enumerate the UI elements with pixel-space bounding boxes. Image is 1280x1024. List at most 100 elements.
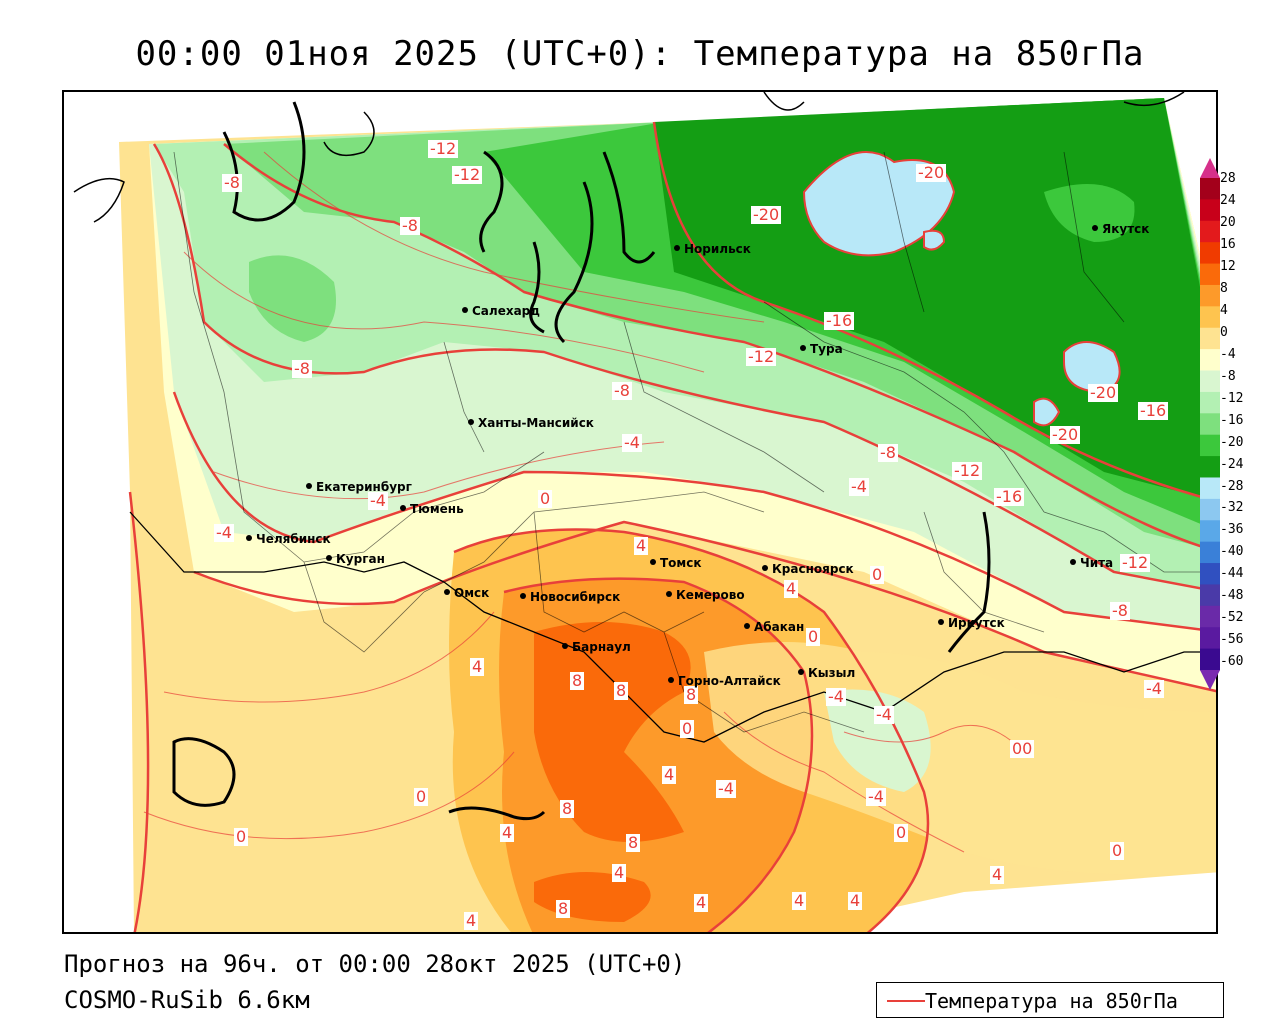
colorbar-tick-label: -52 — [1220, 610, 1244, 626]
colorbar-segment — [1200, 605, 1220, 628]
legend-line-swatch — [887, 1000, 925, 1002]
contour-label: -8 — [400, 216, 420, 235]
colorbar-tick-label: -48 — [1220, 588, 1244, 604]
colorbar-tick-label: -12 — [1220, 390, 1244, 406]
city-norilsk: Норильск — [674, 242, 751, 256]
colorbar-segment — [1200, 456, 1220, 478]
forecast-info: Прогноз на 96ч. от 00:00 28окт 2025 (UTC… — [64, 950, 686, 978]
contour-label: 0 — [538, 489, 553, 508]
contour-label: -4 — [368, 491, 388, 510]
city-irkutsk: Иркутск — [938, 616, 1005, 630]
contour-label: 00 — [1010, 739, 1035, 758]
contour-label: -8 — [222, 173, 242, 192]
map-title: 00:00 01ноя 2025 (UTC+0): Температура на… — [135, 34, 1145, 74]
city-chita: Чита — [1070, 556, 1113, 570]
colorbar-segment — [1200, 242, 1220, 265]
contour-label: 4 — [662, 765, 677, 784]
colorbar-tick-label: -24 — [1220, 456, 1244, 472]
colorbar-segment — [1200, 327, 1220, 350]
contour-label: 4 — [464, 911, 479, 930]
colorbar-tick-label: -20 — [1220, 434, 1244, 450]
city-krasnoyarsk: Красноярск — [762, 562, 854, 576]
contour-label: -16 — [1138, 401, 1169, 420]
colorbar-segment — [1200, 648, 1220, 671]
colorbar-segment — [1200, 627, 1220, 650]
contour-label: 8 — [614, 681, 629, 700]
contour-label: 0 — [1110, 841, 1125, 860]
contour-label: 0 — [894, 823, 909, 842]
colorbar-segment — [1200, 584, 1220, 607]
colorbar-segment — [1200, 370, 1220, 393]
contour-label: -4 — [1144, 679, 1164, 698]
colorbar-tick-label: 20 — [1220, 214, 1236, 230]
colorbar-tick-label: -40 — [1220, 544, 1244, 560]
contour-label: 8 — [560, 799, 575, 818]
contour-label: 0 — [414, 787, 429, 806]
contour-label: -12 — [452, 165, 483, 184]
contour-label: 4 — [470, 657, 485, 676]
contour-label: -4 — [716, 779, 736, 798]
city-khanty-mansiysk: Ханты-Мансийск — [468, 416, 594, 430]
contour-label: 4 — [848, 891, 863, 910]
colorbar-tick-label: -16 — [1220, 412, 1244, 428]
colorbar-tick-label: 24 — [1220, 192, 1236, 208]
contour-label: 4 — [612, 863, 627, 882]
contour-label: -4 — [849, 477, 869, 496]
contour-label: -16 — [824, 311, 855, 330]
city-gorno-altaysk: Горно-Алтайск — [668, 674, 781, 688]
contour-label: 4 — [792, 891, 807, 910]
colorbar — [1200, 158, 1220, 690]
contour-label: 4 — [500, 823, 515, 842]
contour-label: 4 — [694, 893, 709, 912]
colorbar-segment — [1200, 541, 1220, 564]
colorbar-segment — [1200, 413, 1220, 436]
colorbar-segment — [1200, 498, 1220, 521]
city-tomsk: Томск — [650, 556, 702, 570]
contour-label: 8 — [626, 833, 641, 852]
contour-label: -20 — [1050, 425, 1081, 444]
contour-label: 8 — [684, 685, 699, 704]
colorbar-tick-label: 4 — [1220, 302, 1228, 318]
contour-label: 0 — [806, 627, 821, 646]
contour-label: -20 — [1088, 383, 1119, 402]
contour-label: -20 — [916, 163, 947, 182]
colorbar-tick-label: -8 — [1220, 368, 1236, 384]
colorbar-segment — [1200, 306, 1220, 329]
contour-label: -16 — [994, 487, 1025, 506]
city-yekaterinburg: Екатеринбург — [306, 480, 412, 494]
contour-label: 8 — [556, 899, 571, 918]
contour-label: -12 — [952, 461, 983, 480]
contour-label: 0 — [680, 719, 695, 738]
contour-label: 8 — [570, 671, 585, 690]
map-panel[interactable]: -8 -12 -8 -20 -20 -12 -16 -8 -8 -4 -4 -4… — [62, 90, 1218, 934]
city-kurgan: Курган — [326, 552, 385, 566]
city-tyumen: Тюмень — [400, 502, 464, 516]
contour-label: -12 — [746, 347, 777, 366]
colorbar-tick-label: -4 — [1220, 346, 1236, 362]
city-kyzyl: Кызыл — [798, 666, 855, 680]
colorbar-tick-label: -60 — [1220, 654, 1244, 670]
colorbar-tick-label: -28 — [1220, 478, 1244, 494]
colorbar-segment — [1200, 434, 1220, 457]
colorbar-tick-label: 12 — [1220, 258, 1236, 274]
colorbar-segment — [1200, 199, 1220, 222]
contour-label: -8 — [292, 359, 312, 378]
colorbar-segment — [1200, 284, 1220, 307]
contour-label: -8 — [878, 443, 898, 462]
city-barnaul: Барнаул — [562, 640, 631, 654]
contour-label: 4 — [634, 536, 649, 555]
contour-label: -8 — [612, 381, 632, 400]
contour-label: -4 — [826, 687, 846, 706]
contour-label: -12 — [428, 139, 459, 158]
city-kemerovo: Кемерово — [666, 588, 745, 602]
contour-label: -4 — [622, 433, 642, 452]
colorbar-tick-label: -36 — [1220, 522, 1244, 538]
city-yakutsk: Якутск — [1092, 222, 1149, 236]
colorbar-segment — [1200, 349, 1220, 372]
colorbar-tick-label: -32 — [1220, 500, 1244, 516]
city-abakan: Абакан — [744, 620, 804, 634]
city-chelyabinsk: Челябинск — [246, 532, 331, 546]
contour-label: -20 — [751, 205, 782, 224]
contour-label: 4 — [990, 865, 1005, 884]
colorbar-segment — [1200, 178, 1220, 200]
